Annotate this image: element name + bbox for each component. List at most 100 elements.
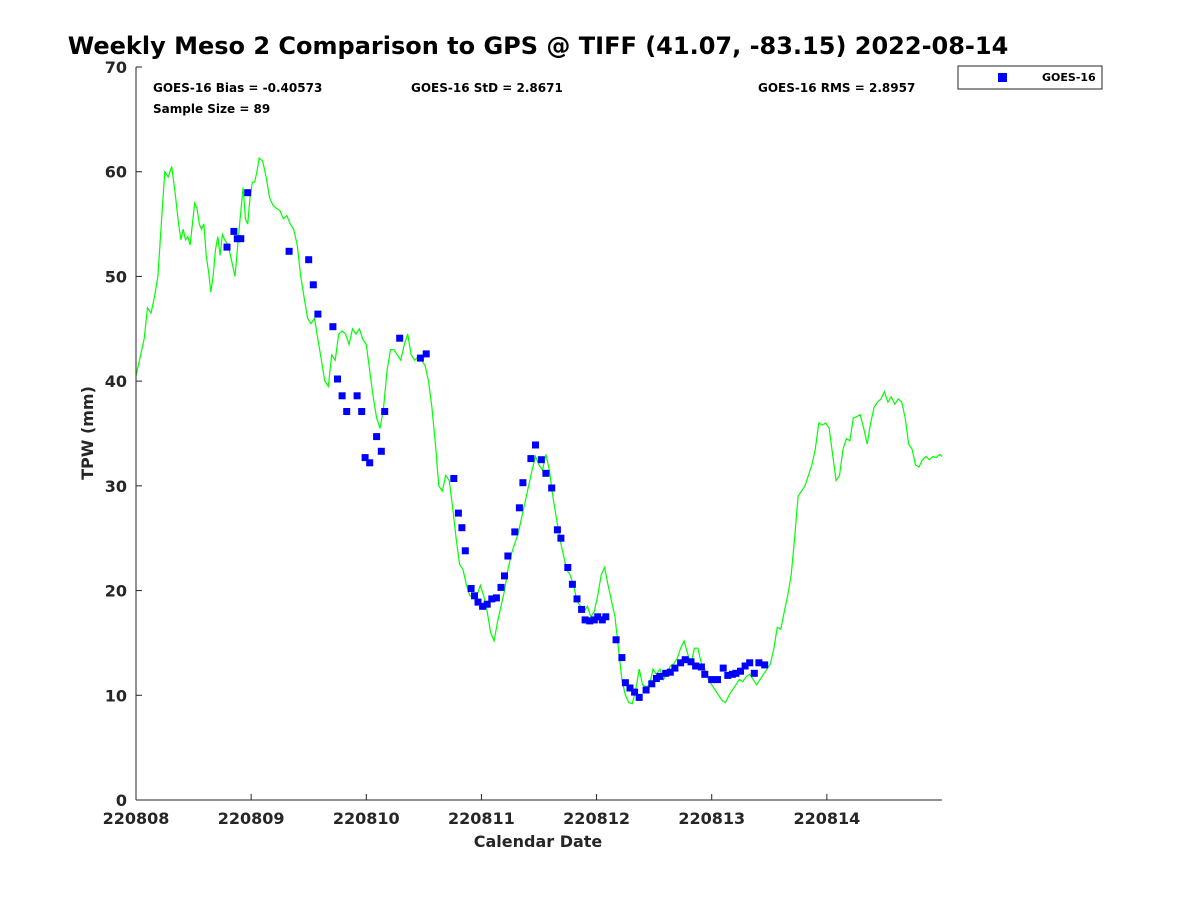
goes16-point — [621, 679, 629, 687]
y-axis-label: TPW (mm) — [78, 386, 97, 480]
goes16-point — [692, 662, 700, 670]
goes16-point — [581, 616, 589, 624]
x-axis-ticks: 220808 220809 220810 220811 220812 220813 2208… — [103, 794, 860, 828]
goes16-point — [314, 310, 322, 318]
goes16-point — [416, 354, 424, 362]
legend: GOES-16 — [957, 65, 1103, 90]
goes16-point — [223, 243, 231, 251]
goes16-point — [353, 392, 361, 400]
goes16-point — [573, 595, 581, 603]
goes16-point — [467, 585, 475, 592]
goes16-point — [701, 670, 709, 678]
goes16-point — [515, 504, 523, 512]
y-tick-label: 60 — [105, 163, 127, 182]
goes16-point — [724, 671, 732, 679]
bias-stat: GOES-16 Bias = -0.40573 — [153, 81, 322, 95]
goes16-point — [527, 455, 535, 463]
goes16-point — [454, 509, 462, 517]
goes16-point — [450, 475, 458, 482]
goes16-point — [568, 580, 576, 588]
goes16-point — [750, 669, 758, 677]
x-tick-label: 220811 — [448, 809, 515, 828]
x-tick-label: 220814 — [793, 809, 860, 828]
goes16-point — [666, 668, 674, 676]
goes16-point — [334, 375, 341, 383]
goes16-point — [479, 602, 487, 610]
goes16-point — [366, 459, 374, 467]
goes16-point — [422, 350, 430, 358]
legend-marker — [998, 73, 1007, 82]
y-tick-label: 0 — [116, 791, 127, 810]
goes16-point — [746, 659, 754, 667]
goes16-point — [631, 688, 639, 696]
x-tick-label: 220808 — [103, 809, 170, 828]
chart-title: Weekly Meso 2 Comparison to GPS @ TIFF (… — [68, 32, 1009, 60]
std-stat: GOES-16 StD = 2.8671 — [411, 81, 563, 95]
goes16-point — [483, 600, 491, 608]
goes16-point — [687, 658, 695, 666]
x-tick-label: 220812 — [563, 809, 630, 828]
goes16-point — [656, 672, 664, 680]
goes16-point — [361, 454, 369, 462]
goes16-point — [542, 469, 550, 477]
goes16-point — [492, 594, 500, 602]
goes16-point — [471, 592, 478, 600]
goes16-point — [497, 583, 505, 591]
goes16-point — [618, 654, 626, 662]
goes16-point — [548, 484, 556, 492]
goes16-point — [612, 636, 620, 644]
goes16-point — [537, 456, 545, 464]
legend-label: GOES-16 — [1042, 71, 1096, 84]
goes16-point — [681, 656, 689, 664]
goes16-point — [358, 408, 366, 415]
goes16-point — [305, 256, 313, 264]
goes16-point — [461, 547, 469, 555]
x-tick-label: 220813 — [678, 809, 745, 828]
goes16-point — [488, 595, 496, 603]
goes16-point — [501, 572, 508, 580]
gps-series-layer — [135, 156, 943, 705]
goes16-point — [230, 227, 238, 235]
goes16-point — [741, 662, 749, 670]
goes16-point — [626, 684, 634, 692]
goes16-point — [511, 528, 519, 536]
goes16-point — [697, 663, 705, 671]
goes16-point — [586, 617, 594, 625]
goes16-point — [343, 408, 351, 415]
goes16-point — [474, 598, 482, 606]
goes16-point — [732, 669, 740, 677]
goes16-point — [761, 661, 769, 669]
goes16-point — [504, 552, 512, 560]
y-tick-label: 40 — [105, 372, 127, 391]
goes16-point — [635, 693, 643, 701]
gps-series-line — [135, 156, 943, 705]
y-tick-label: 30 — [105, 477, 127, 496]
legend-box — [957, 65, 1103, 90]
goes16-point — [594, 613, 602, 621]
goes16-point — [578, 605, 586, 613]
goes16-point — [373, 433, 381, 441]
rms-stat: GOES-16 RMS = 2.8957 — [758, 81, 915, 95]
goes16-point — [396, 334, 404, 342]
y-tick-label: 10 — [105, 686, 127, 705]
sample-size-stat: Sample Size = 89 — [153, 102, 270, 116]
goes16-point — [532, 441, 539, 449]
goes16-point — [602, 613, 610, 621]
goes16-point — [377, 447, 385, 455]
goes16-point — [671, 664, 679, 672]
y-tick-label: 50 — [105, 267, 127, 286]
x-tick-label: 220809 — [218, 809, 285, 828]
goes16-point — [553, 526, 561, 534]
goes16-point — [719, 664, 727, 672]
y-tick-label: 20 — [105, 582, 127, 601]
goes16-point — [737, 667, 744, 675]
y-axis-ticks: 0 10 20 30 40 50 60 70 — [105, 58, 142, 810]
goes16-point — [564, 564, 572, 571]
x-axis-label: Calendar Date — [474, 832, 603, 851]
goes16-point — [708, 676, 716, 684]
goes16-point — [244, 189, 252, 197]
goes16-point — [642, 686, 650, 694]
y-tick-label: 70 — [105, 58, 127, 77]
x-tick-label: 220810 — [333, 809, 400, 828]
